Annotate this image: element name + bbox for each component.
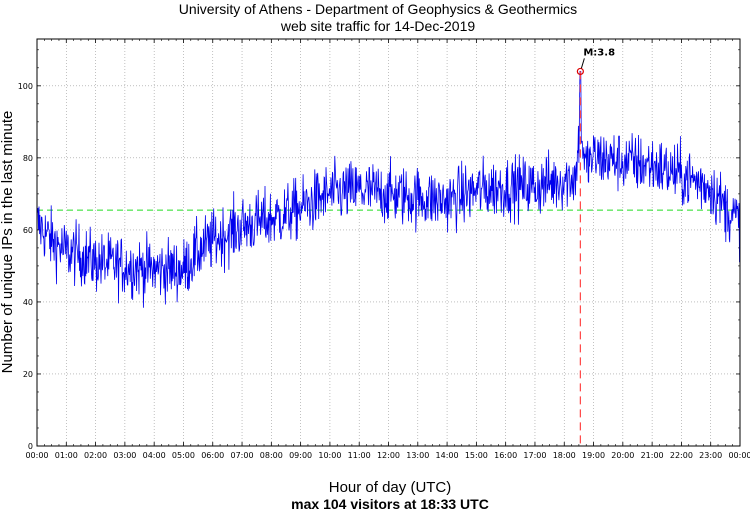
x-tick-label: 08:00 (260, 451, 283, 460)
annotation-arrow (580, 58, 585, 69)
x-tick-label: 12:00 (377, 451, 400, 460)
x-tick-label: 16:00 (494, 451, 517, 460)
chart-subtitle: max 104 visitors at 18:33 UTC (291, 496, 489, 511)
x-tick-label: 09:00 (289, 451, 312, 460)
plot-frame (36, 38, 741, 447)
chart-title-line2: web site traffic for 14-Dec-2019 (280, 18, 475, 34)
grid-lines (37, 39, 740, 446)
x-tick-label: 15:00 (465, 451, 488, 460)
chart-title-line1: University of Athens - Department of Geo… (179, 1, 577, 17)
y-tick-label: 60 (23, 226, 33, 235)
traffic-series-line (36, 71, 741, 308)
x-tick-label: 05:00 (172, 451, 195, 460)
x-tick-label: 06:00 (201, 451, 224, 460)
x-tick-label: 10:00 (318, 451, 341, 460)
x-tick-label: 01:00 (55, 451, 78, 460)
axis-ticks: 00:00 01:00 02:00 03:00 04:00 05:00 06:00 07:00… (18, 39, 750, 460)
x-tick-label: 14:00 (436, 451, 459, 460)
x-tick-label: 18:00 (553, 451, 576, 460)
x-tick-label: 23:00 (699, 451, 722, 460)
y-tick-label: 80 (23, 154, 33, 163)
y-axis-label: Number of unique IPs in the last minute (0, 111, 16, 374)
y-tick-label: 0 (28, 442, 33, 451)
y-tick-label: 100 (18, 82, 33, 91)
x-tick-label: 04:00 (143, 451, 166, 460)
x-tick-label: 22:00 (670, 451, 693, 460)
max-point-marker (576, 67, 584, 76)
y-tick-label: 40 (23, 298, 33, 307)
x-tick-label: 19:00 (582, 451, 605, 460)
x-axis-label: Hour of day (UTC) (329, 479, 452, 496)
x-tick-label: 13:00 (406, 451, 429, 460)
x-tick-label: 11:00 (348, 451, 371, 460)
x-tick-label: 20:00 (611, 451, 634, 460)
y-tick-label: 20 (23, 370, 33, 379)
event-annotation-label: M:3.8 (583, 47, 615, 58)
x-tick-label: 00:00 (25, 451, 48, 460)
x-tick-label: 03:00 (113, 451, 136, 460)
x-tick-label: 21:00 (641, 451, 664, 460)
x-tick-label: 07:00 (231, 451, 254, 460)
x-tick-label: 00:00 (728, 451, 750, 460)
x-tick-label: 17:00 (523, 451, 546, 460)
x-tick-label: 02:00 (84, 451, 107, 460)
